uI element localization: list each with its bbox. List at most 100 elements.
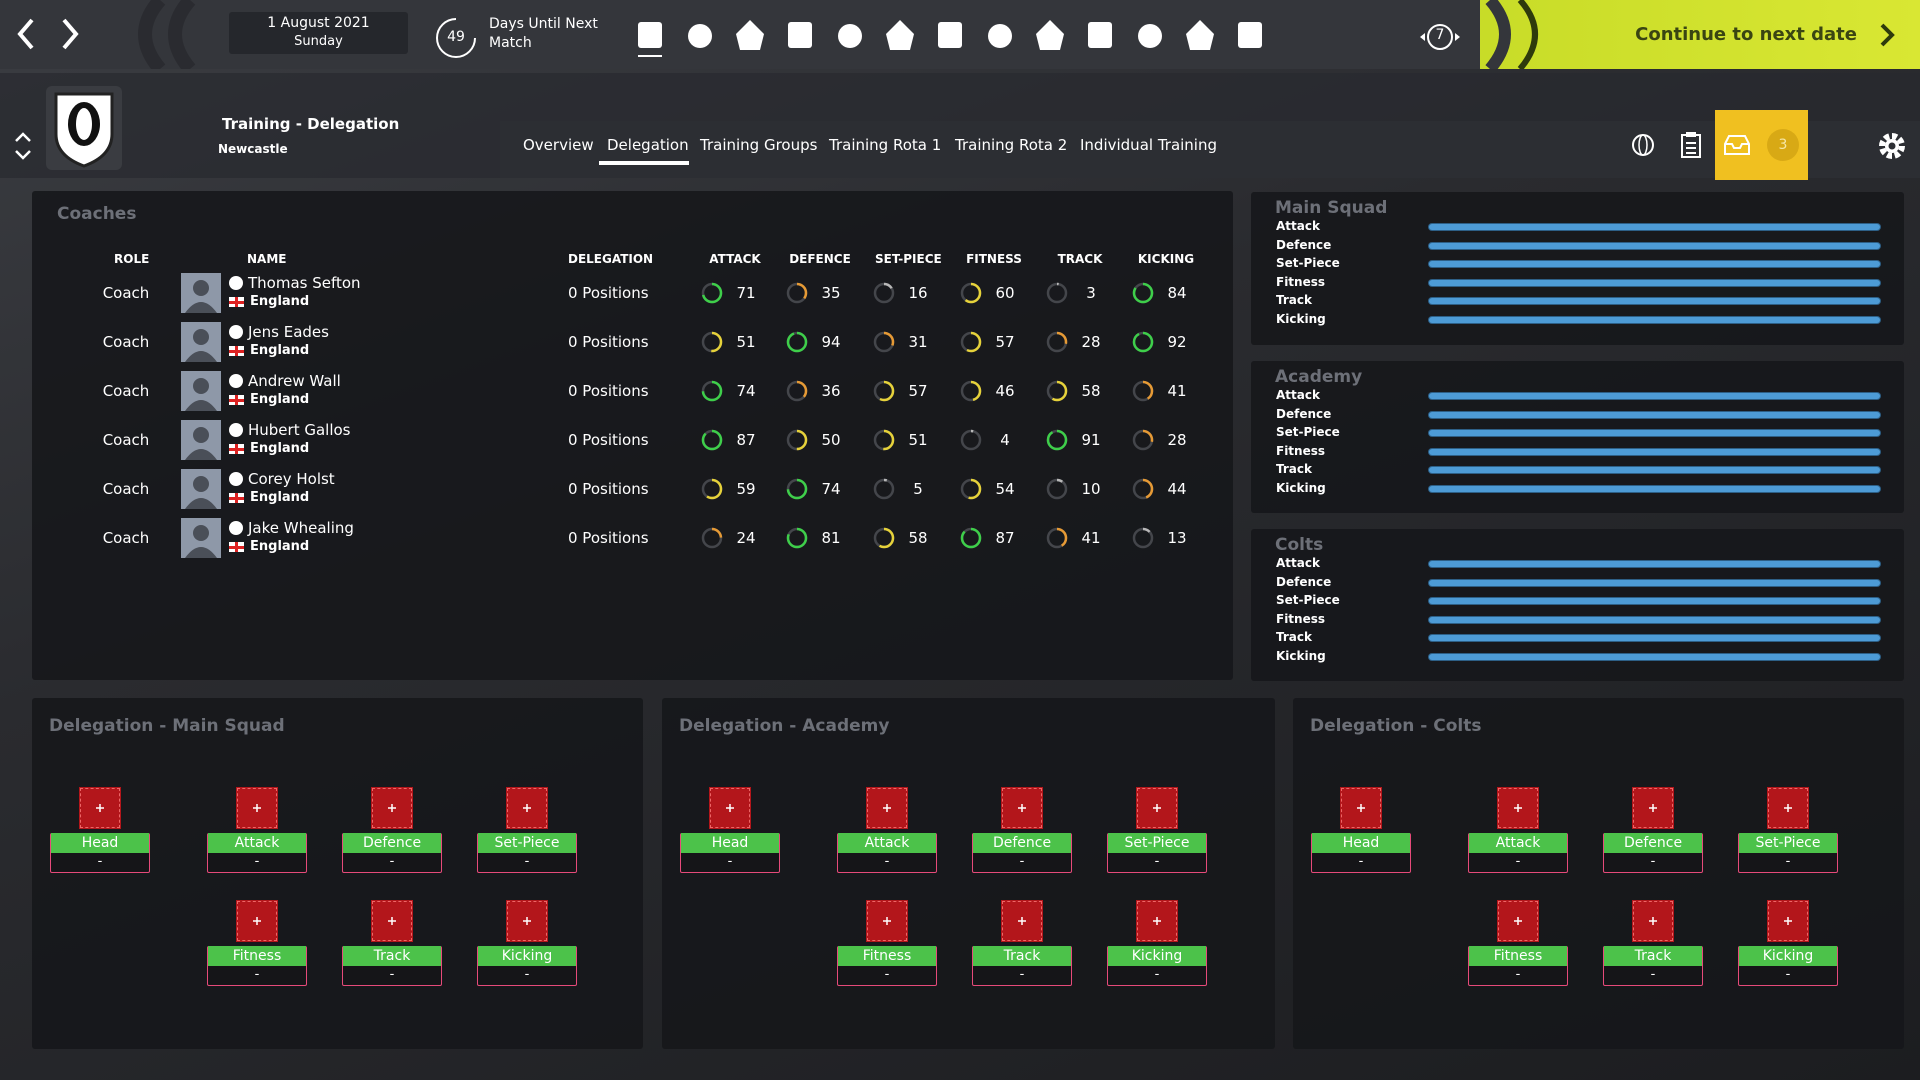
settings-icon[interactable]: [1876, 130, 1908, 162]
add-button[interactable]: [1632, 787, 1674, 829]
add-button[interactable]: [1001, 787, 1043, 829]
panel-title: Delegation - Academy: [679, 716, 890, 736]
rating-ring: [1046, 380, 1068, 402]
area-bar: [1429, 224, 1880, 230]
coach-name[interactable]: Thomas Sefton: [248, 274, 361, 292]
rating-ring: [960, 331, 982, 353]
area-label: Fitness: [1276, 274, 1326, 289]
tab[interactable]: Overview: [523, 136, 594, 154]
continue-button[interactable]: [1480, 0, 1920, 69]
plus-icon: [523, 917, 531, 925]
ring-value: [960, 380, 982, 402]
coach-photo: [181, 322, 221, 362]
role: Coach: [102, 284, 150, 302]
column-header: ATTACK: [709, 252, 761, 266]
plus: [1784, 804, 1792, 812]
rating-ring: [1132, 282, 1154, 304]
tab[interactable]: Training Groups: [700, 136, 818, 154]
add-button[interactable]: [371, 787, 413, 829]
rating-ring: [1046, 478, 1068, 500]
rating: 31: [908, 333, 928, 351]
ring-value: [1132, 380, 1154, 402]
ring-value: [960, 331, 982, 353]
ring-value: [1046, 282, 1068, 304]
rating-ring: [701, 429, 723, 451]
tab[interactable]: Training Rota 2: [955, 136, 1068, 154]
rating: 74: [736, 382, 756, 400]
area-bar: [1429, 486, 1880, 492]
slot-label: Track: [1604, 946, 1702, 966]
rating-ring: [786, 478, 808, 500]
area-label: Defence: [1276, 574, 1332, 589]
add-button[interactable]: [866, 900, 908, 942]
add-button[interactable]: [709, 787, 751, 829]
nav-icons[interactable]: [630, 14, 1280, 58]
column-header: KICKING: [1137, 252, 1195, 266]
add-button[interactable]: [236, 787, 278, 829]
coach-name[interactable]: Jake Whealing: [248, 519, 354, 537]
tab[interactable]: Delegation: [607, 136, 689, 154]
slot-label: Defence: [343, 833, 441, 853]
add-button[interactable]: [79, 787, 121, 829]
rating: 87: [736, 431, 756, 449]
panel-title: Academy: [1275, 367, 1363, 387]
panel-title: Coaches: [57, 204, 137, 224]
tab[interactable]: Training Rota 1: [829, 136, 942, 154]
ring-value: [786, 380, 808, 402]
rating: 87: [995, 529, 1015, 547]
add-button[interactable]: [1632, 900, 1674, 942]
photo-head: [193, 378, 209, 394]
add-button[interactable]: [1001, 900, 1043, 942]
photo-body: [185, 498, 217, 509]
nav-icon: [1088, 22, 1112, 48]
add-button[interactable]: [506, 787, 548, 829]
add-button[interactable]: [866, 787, 908, 829]
coach-name[interactable]: Jens Eades: [248, 323, 329, 341]
add-button[interactable]: [1767, 900, 1809, 942]
slot-value: -: [727, 854, 733, 869]
add-button[interactable]: [1497, 787, 1539, 829]
notifications-icon[interactable]: [1418, 22, 1462, 52]
add-button[interactable]: [1497, 900, 1539, 942]
rating-ring: [1046, 282, 1068, 304]
add-button[interactable]: [1136, 787, 1178, 829]
delegation-panel: Delegation - Academy Head - Attack - Defence -…: [662, 698, 1275, 1049]
ring-value: [1132, 527, 1154, 549]
clipboard-icon[interactable]: [1680, 131, 1702, 159]
add-button[interactable]: [371, 900, 413, 942]
add-button[interactable]: [1767, 787, 1809, 829]
add-button[interactable]: [1136, 900, 1178, 942]
continue-label: Continue to next date: [1635, 24, 1857, 45]
date-box[interactable]: [229, 12, 408, 54]
coach-name[interactable]: Corey Holst: [248, 470, 335, 488]
globe-icon[interactable]: [1631, 133, 1655, 157]
slot-value: -: [1785, 967, 1791, 982]
add-button[interactable]: [506, 900, 548, 942]
slot-value: -: [254, 967, 260, 982]
nav-arrows[interactable]: [10, 14, 85, 54]
rating: 59: [736, 480, 756, 498]
flag: [229, 395, 244, 405]
squad-panel: Colts Attack Defence Set-Piece Fitness Track K…: [1251, 529, 1904, 681]
coach-name[interactable]: Andrew Wall: [248, 372, 341, 390]
slot-label: Fitness: [1469, 946, 1567, 966]
coach-name[interactable]: Hubert Gallos: [248, 421, 351, 439]
plus-icon: [1153, 917, 1161, 925]
plus: [253, 804, 261, 812]
plus-icon: [883, 804, 891, 812]
tab[interactable]: Individual Training: [1080, 136, 1218, 154]
area-bar: [1429, 561, 1880, 567]
slot-value: -: [389, 854, 395, 869]
plus: [1784, 917, 1792, 925]
add-button[interactable]: [1340, 787, 1382, 829]
plus-icon: [1018, 804, 1026, 812]
updown-arrows[interactable]: [12, 130, 34, 162]
area-bar: [1429, 261, 1880, 268]
rating-ring: [786, 282, 808, 304]
add-button[interactable]: [236, 900, 278, 942]
nav-icon: [988, 24, 1012, 48]
slot-value: -: [97, 854, 103, 869]
flag: [229, 297, 244, 307]
area-bar: [1429, 448, 1880, 455]
nav-icon: [788, 22, 812, 48]
